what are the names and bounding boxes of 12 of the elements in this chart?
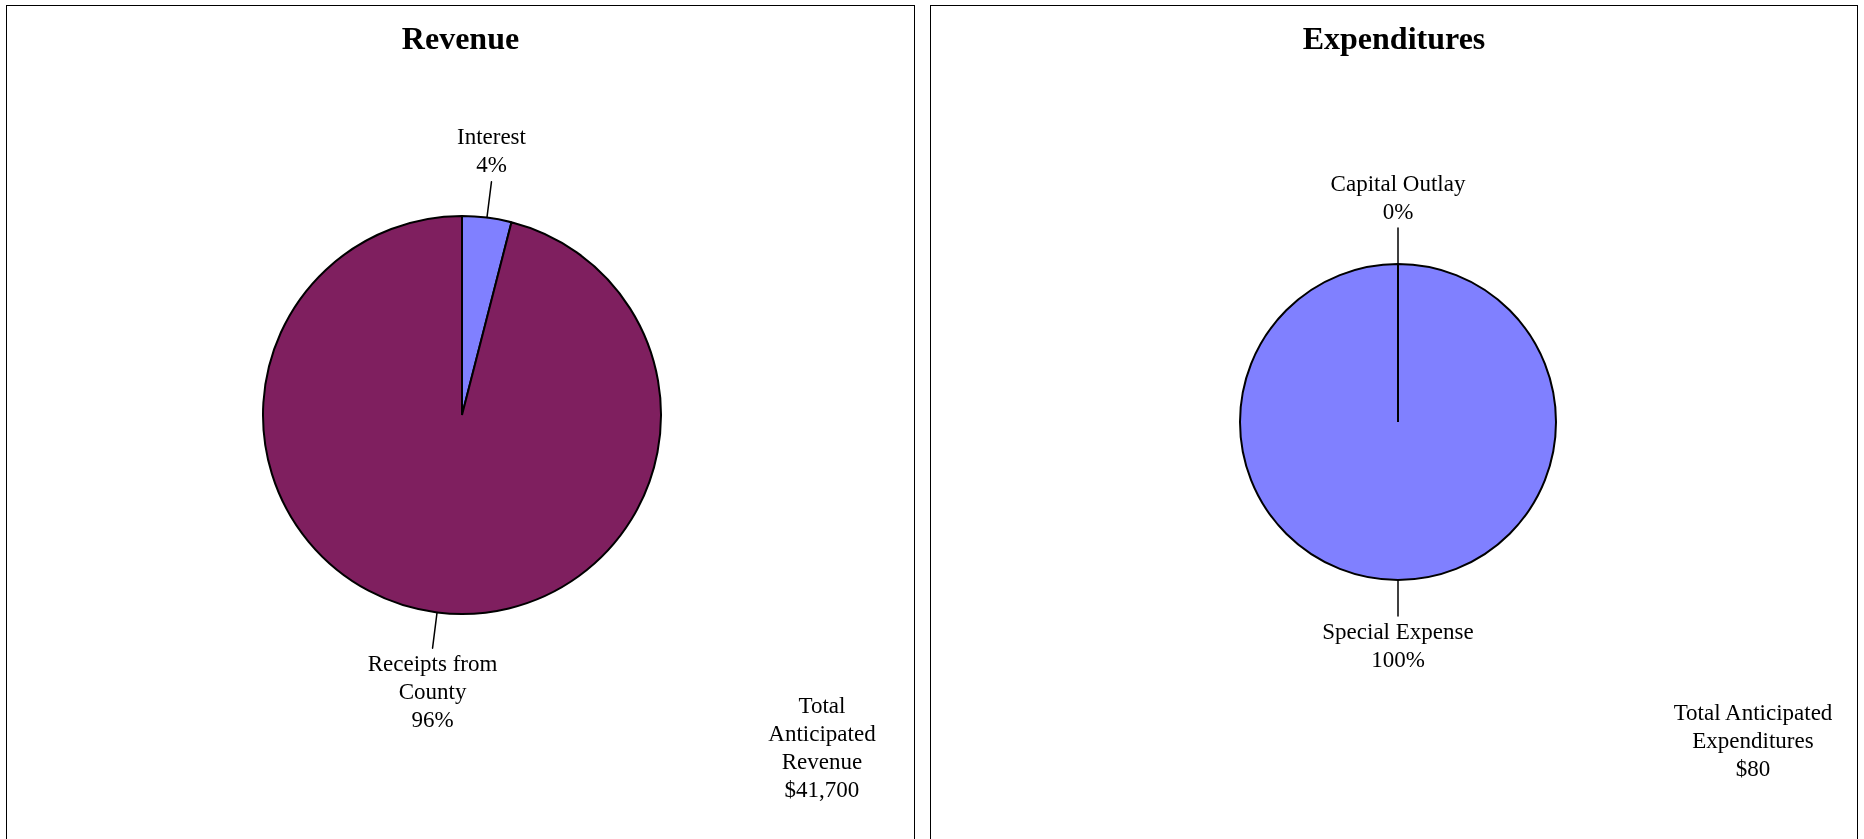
chart-title: Expenditures <box>1301 20 1487 57</box>
chart-title: Revenue <box>400 20 521 57</box>
slice-label: Interest <box>456 124 527 150</box>
text: 0% <box>1382 198 1414 224</box>
data-label: 96% <box>411 706 454 732</box>
data-label: 100% <box>1371 646 1425 672</box>
text: Total Anticipated Expenditures $80 <box>1673 699 1833 783</box>
slice-label: Receipts from County <box>367 650 498 704</box>
data-label: 4% <box>476 152 507 178</box>
category-label: Capital Outlay <box>1330 170 1466 196</box>
text: Total Anticipated Revenue $41,700 <box>768 692 876 804</box>
slice-label: Special Expense <box>1322 618 1474 644</box>
